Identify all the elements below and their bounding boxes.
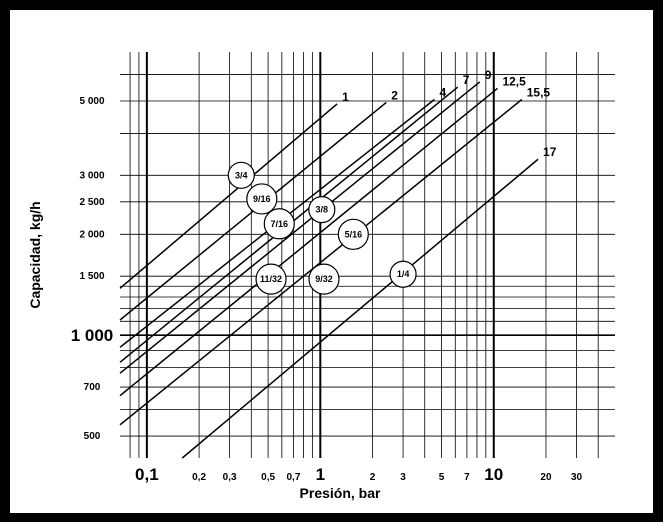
series-label-12-5: 12,5: [502, 74, 526, 88]
series-line-15-5: [119, 98, 523, 426]
series-label-4: 4: [439, 86, 446, 100]
x-axis-title: Presión, bar: [300, 485, 381, 501]
x-tick-label: 0,1: [135, 465, 159, 484]
x-tick-label: 0,3: [223, 472, 237, 483]
series-label-17: 17: [543, 145, 557, 159]
y-tick-label: 500: [84, 431, 101, 442]
size-annotation-label: 9/16: [253, 194, 271, 204]
size-annotation-label: 3/8: [316, 205, 329, 215]
size-annotation-circle: [389, 260, 417, 288]
y-tick-label: 2 000: [79, 229, 104, 240]
size-annotation-circle: [246, 183, 278, 215]
series-line-1: [119, 103, 338, 289]
size-annotation-circle: [255, 263, 287, 295]
y-tick-label: 3 000: [79, 170, 104, 181]
size-annotation-label: 7/16: [271, 219, 289, 229]
series-label-15-5: 15,5: [527, 86, 551, 100]
series-line-17: [181, 158, 539, 459]
size-annotation-circle: [263, 208, 295, 240]
y-tick-label: 5 000: [79, 96, 104, 107]
series-label-1: 1: [342, 90, 349, 104]
series-label-9: 9: [485, 68, 492, 82]
grid: [120, 52, 615, 458]
series-line-12-5: [119, 87, 498, 397]
size-annotations: 3/4 9/16 7/16 3/8 5/16 11/32 9/32 1/4: [227, 161, 417, 295]
x-tick-label: 7: [464, 472, 470, 483]
size-annotation-label: 11/32: [260, 274, 282, 284]
size-annotation-label: 5/16: [345, 229, 363, 239]
series-label-2: 2: [391, 88, 398, 102]
x-tick-label: 0,5: [261, 472, 275, 483]
tick-labels: 0,1 0,2 0,3 0,5 0,7 1 2 3 5 7 10 20 30 500 700 1 000 1 5…: [71, 96, 583, 484]
series-labels: 1 2 4 7 9 12,515,5 17: [342, 68, 557, 159]
size-annotation-circle: [308, 196, 336, 224]
size-annotation-label: 1/4: [397, 269, 410, 279]
size-annotation-circle: [227, 161, 255, 189]
x-tick-label: 3: [400, 472, 406, 483]
y-axis-title: Capacidad, kg/h: [27, 201, 43, 308]
series-line-9: [119, 81, 481, 374]
size-annotation-circle: [337, 218, 369, 250]
y-tick-label: 700: [84, 382, 101, 393]
y-tick-label: 2 500: [79, 197, 104, 208]
y-tick-label: 1 500: [79, 271, 104, 282]
x-tick-label: 30: [571, 472, 583, 483]
chart-panel: 1 2 4 7 9 12,5 15,5 17 3/4 9/16 7/16 3/8 5/16 11/32 9…: [10, 10, 653, 513]
size-annotation-circle: [308, 263, 340, 295]
series-label-7: 7: [463, 73, 470, 87]
size-annotation-label: 3/4: [235, 170, 248, 180]
x-tick-label: 2: [370, 472, 376, 483]
x-tick-label: 5: [439, 472, 445, 483]
x-tick-label: 10: [484, 465, 503, 484]
x-tick-label: 0,7: [286, 472, 300, 483]
size-annotation-label: 9/32: [315, 274, 333, 284]
x-tick-label: 0,2: [192, 472, 206, 483]
x-tick-label: 20: [540, 472, 552, 483]
y-tick-label: 1 000: [71, 326, 114, 345]
x-tick-label: 1: [316, 465, 325, 484]
